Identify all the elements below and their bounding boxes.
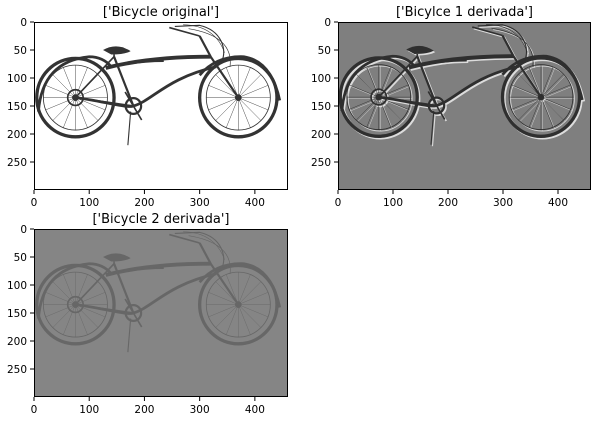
y-tick-label: 150 bbox=[7, 101, 27, 113]
axes-frame bbox=[34, 22, 288, 190]
y-tick-label: 200 bbox=[311, 129, 331, 141]
x-tick-label: 0 bbox=[31, 197, 38, 209]
y-tick-label: 0 bbox=[20, 224, 27, 236]
y-tick-label: 100 bbox=[311, 73, 331, 85]
y-tick-label: 150 bbox=[311, 101, 331, 113]
y-tick-label: 50 bbox=[318, 45, 331, 57]
y-tick-label: 100 bbox=[7, 280, 27, 292]
y-tick-label: 250 bbox=[7, 364, 27, 376]
panel-title: ['Bicycle 2 derivada'] bbox=[92, 212, 229, 227]
x-tick-label: 100 bbox=[79, 404, 99, 416]
y-tick-label: 250 bbox=[311, 157, 331, 169]
x-tick-label: 300 bbox=[493, 197, 513, 209]
panel-title: ['Bicylce 1 derivada'] bbox=[396, 5, 533, 20]
x-tick-label: 300 bbox=[190, 404, 210, 416]
x-tick-label: 100 bbox=[79, 197, 99, 209]
x-tick-label: 400 bbox=[548, 197, 568, 209]
y-tick-label: 250 bbox=[7, 157, 27, 169]
y-tick-label: 150 bbox=[7, 308, 27, 320]
panel-original: ['Bicycle original'] 0 100 200 300 400 0 50 100 1… bbox=[7, 5, 288, 209]
x-tick-label: 400 bbox=[245, 197, 265, 209]
x-tick-label: 300 bbox=[190, 197, 210, 209]
y-tick-label: 0 bbox=[20, 17, 27, 29]
panel-first-derivative: ['Bicylce 1 derivada'] 0 100 200 300 400 0 50 10… bbox=[311, 5, 591, 209]
x-tick-label: 100 bbox=[383, 197, 403, 209]
x-tick-label: 200 bbox=[134, 197, 154, 209]
x-tick-label: 0 bbox=[31, 404, 38, 416]
x-tick-label: 0 bbox=[335, 197, 342, 209]
y-tick-label: 0 bbox=[324, 17, 331, 29]
y-tick-label: 200 bbox=[7, 129, 27, 141]
x-tick-label: 200 bbox=[438, 197, 458, 209]
y-tick-label: 200 bbox=[7, 336, 27, 348]
x-tick-label: 400 bbox=[245, 404, 265, 416]
y-tick-label: 50 bbox=[14, 45, 27, 57]
panel-second-derivative: ['Bicycle 2 derivada'] 0 100 200 300 400 0 50 10… bbox=[7, 212, 288, 416]
axes-frame bbox=[34, 229, 288, 397]
y-tick-label: 100 bbox=[7, 73, 27, 85]
panel-title: ['Bicycle original'] bbox=[103, 5, 219, 20]
x-tick-label: 200 bbox=[134, 404, 154, 416]
y-tick-label: 50 bbox=[14, 252, 27, 264]
axes-frame bbox=[338, 22, 591, 190]
